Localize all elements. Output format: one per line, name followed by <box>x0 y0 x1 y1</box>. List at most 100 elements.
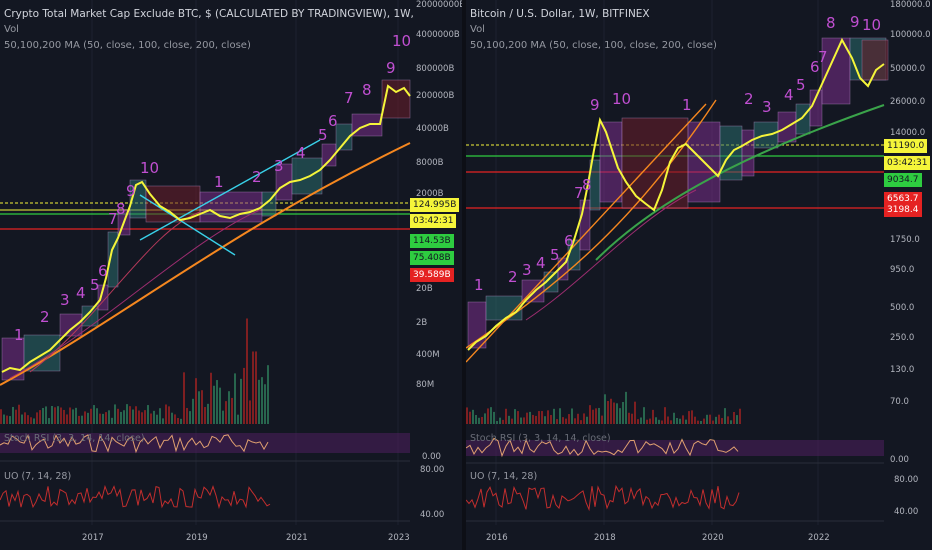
right-y-tick-label: 70.0 <box>890 397 909 407</box>
right-volume-bar <box>712 420 714 424</box>
left-volume-bar <box>150 413 152 424</box>
left-volume-bar <box>255 351 257 424</box>
right-volume-bar <box>697 420 699 424</box>
left-uo-tick: 40.00 <box>420 510 444 520</box>
right-volume-bar <box>595 408 597 424</box>
right-wave-box <box>621 117 689 209</box>
right-price-line <box>467 37 885 351</box>
left-wave-label: 3 <box>60 291 70 309</box>
left-wave-label: 8 <box>116 200 126 218</box>
left-price-tag: 114.53B <box>410 234 454 248</box>
right-volume-bar <box>601 415 603 424</box>
left-y-tick-label: 2B <box>416 318 427 328</box>
left-volume-bar <box>261 377 263 424</box>
left-wave-label: 6 <box>98 262 108 280</box>
left-stoch-line <box>0 434 269 454</box>
right-volume-bar <box>520 417 522 424</box>
right-chart-pane[interactable]: 180000.0 100000.0 50000.0 26000.0 14000.0 175… <box>466 0 932 550</box>
left-wave-label: 4 <box>296 144 306 162</box>
right-y-tick-label: 26000.0 <box>890 97 925 107</box>
right-y-tick-label: 500.0 <box>890 303 914 313</box>
right-x-tick-label: 2022 <box>808 533 830 543</box>
left-volume-bar <box>153 410 155 424</box>
left-volume-bar <box>51 406 53 424</box>
right-volume-bar <box>694 416 696 424</box>
left-wave-box <box>97 284 109 311</box>
left-volume-bar <box>264 384 266 424</box>
right-volume-bar <box>559 408 561 424</box>
right-volume-bar <box>727 416 729 424</box>
left-volume-bar <box>111 417 113 424</box>
right-volume-bar <box>631 413 633 424</box>
left-volume-bar <box>3 414 5 424</box>
left-wave-label: 8 <box>362 81 372 99</box>
left-volume-bar <box>0 409 2 424</box>
left-stoch-label: Stoch RSI (3, 3, 14, 14, close) <box>4 433 145 444</box>
left-volume-bar <box>6 415 8 424</box>
left-volume-bar <box>144 410 146 424</box>
right-volume-bar <box>634 401 636 424</box>
left-wave-label: 4 <box>76 284 86 302</box>
right-volume-bar <box>487 408 489 424</box>
left-volume-bar <box>141 412 143 424</box>
left-wave-label: 9 <box>126 182 136 200</box>
right-ma-label: 50,100,200 MA (50, close, 100, close, 20… <box>470 40 717 51</box>
left-volume-bar <box>159 408 161 424</box>
right-ma-100 <box>525 189 697 321</box>
left-wave-box <box>291 157 323 195</box>
left-volume-bar <box>183 372 185 424</box>
right-volume-bar <box>673 412 675 424</box>
right-chart-title: Bitcoin / U.S. Dollar, 1W, BITFINEX <box>470 8 650 20</box>
right-ma-200 <box>595 104 885 261</box>
right-volume-bar <box>682 415 684 424</box>
left-volume-bar <box>48 418 50 424</box>
left-chart-pane[interactable]: 20000000B 4000000B 800000B 200000B 40000B 800… <box>0 0 462 550</box>
left-trend-line-up <box>139 139 321 241</box>
pane-divider[interactable] <box>462 0 466 550</box>
left-wave-label: 7 <box>344 89 354 107</box>
right-trend-lower <box>466 103 707 363</box>
left-volume-bar <box>195 378 197 424</box>
left-chart-canvas[interactable]: 20000000B 4000000B 800000B 200000B 40000B 800… <box>0 0 462 550</box>
left-volume-bar <box>24 412 26 424</box>
right-volume-bar <box>736 415 738 424</box>
left-volume-bar <box>36 412 38 424</box>
left-volume-bar <box>81 415 83 424</box>
right-volume-bar <box>565 418 567 424</box>
right-volume-bar <box>715 416 717 424</box>
right-price-axis <box>884 0 932 550</box>
right-volume-bar <box>655 417 657 424</box>
left-volume-bar <box>54 407 56 424</box>
left-volume-bar <box>165 404 167 424</box>
right-chart-canvas[interactable]: 180000.0100000.050000.026000.014000.0175… <box>466 0 932 550</box>
right-wave-label: 9 <box>590 96 600 114</box>
left-volume-bar <box>192 398 194 424</box>
right-volume-bar <box>583 413 585 424</box>
right-volume-bar <box>547 410 549 424</box>
right-volume-bar <box>586 416 588 424</box>
right-volume-bar <box>616 403 618 424</box>
left-volume-bar <box>258 379 260 424</box>
right-volume-bar <box>721 418 723 424</box>
right-wave-label: 4 <box>784 86 794 104</box>
left-volume-bar <box>75 407 77 424</box>
right-volume-bar <box>700 420 702 424</box>
left-volume-bar <box>207 403 209 424</box>
left-uo-line <box>0 484 271 510</box>
right-y-tick-label: 130.0 <box>890 365 914 375</box>
left-price-tag: 03:42:31 <box>410 214 457 228</box>
right-volume-bar <box>643 407 645 424</box>
left-volume-bar <box>63 409 65 424</box>
right-stoch-band <box>466 440 884 456</box>
left-price-tag: 75.408B <box>410 251 454 265</box>
right-vol-label: Vol <box>470 24 485 35</box>
left-volume-bar <box>12 406 14 424</box>
left-ma-100 <box>9 209 261 379</box>
right-volume-bar <box>577 413 579 424</box>
right-wave-label: 7 <box>574 184 584 202</box>
right-y-tick-label: 180000.0 <box>890 0 931 10</box>
right-volume-bar <box>475 415 477 424</box>
right-wave-box <box>579 199 591 251</box>
left-volume-bar <box>99 413 101 424</box>
right-wave-label: 8 <box>582 176 592 194</box>
